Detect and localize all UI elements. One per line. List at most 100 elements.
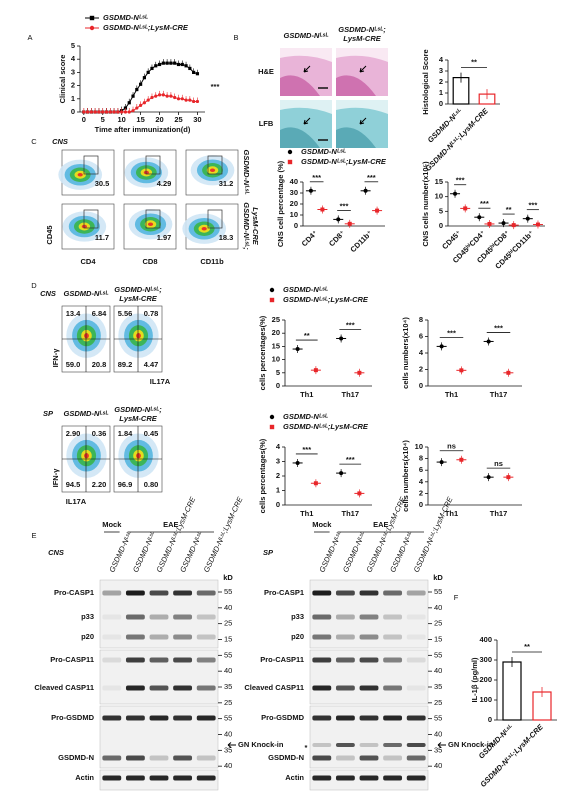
y-tick-label: 10 [435,192,443,201]
y-tick-label: 2 [419,488,423,497]
bar [502,661,522,721]
band [359,657,379,663]
data-point [192,70,196,74]
y-tick-label: 20 [290,199,298,208]
y-axis-title: cells percentages(%) [258,438,267,513]
band [335,743,355,747]
band [149,715,169,721]
significance: ns [447,442,456,451]
band [312,685,332,691]
marker-label: 40 [434,603,442,612]
band [383,775,403,781]
data-point [347,221,352,226]
legend-label: GSDMD-Nᴸˢᴸ;LysM-CRE [283,295,369,304]
tissue-dark [336,75,376,96]
band [102,590,122,596]
legend-label: GSDMD-Nᴸˢᴸ;LysM-CRE [301,157,387,166]
y-axis-title: cells numbers(x10⁴) [401,317,410,389]
significance: *** [494,323,503,332]
legend-label: GSDMD-Nᴸˢᴸ [103,13,149,22]
flow-density [147,222,154,227]
y-tick-label: 4 [419,348,424,357]
band [102,657,122,663]
x-axis-title: CD4 [80,257,96,266]
marker-label: 40 [434,666,442,675]
y-axis-title: CNS cells number(x10⁵) [421,161,430,247]
band [149,775,169,781]
data-point [116,110,120,114]
significance: *** [367,173,376,182]
legend-marker [269,287,275,293]
x-tick-label: Th17 [341,390,359,399]
row-label: GSDMD-N [268,753,304,762]
gate [207,155,223,175]
band [383,614,403,620]
band [335,590,355,596]
band [335,634,355,640]
flow-density [84,333,89,339]
band [196,715,216,721]
panel-letter: B [233,33,238,42]
legend-marker [269,424,275,430]
data-point [108,110,112,114]
data-point [195,99,200,104]
x-tick-label: Th17 [490,509,508,518]
row-label: Pro-GSDMD [261,713,305,722]
y-tick-label: 400 [479,635,492,644]
band [125,755,145,761]
data-point [131,94,135,98]
band [383,743,403,747]
quadrant-value: 0.45 [144,429,159,438]
data-point [101,110,105,114]
gate [207,209,223,229]
data-point [439,460,444,465]
y-tick-label: 10 [290,210,298,219]
marker-label: 40 [224,729,232,738]
band [149,634,169,640]
legend-label: GSDMD-Nᴸˢᴸ;LysM-CRE [283,422,369,431]
row-label: LysM-CRE [251,207,260,246]
data-point [184,98,188,102]
data-point [459,368,464,373]
data-point [375,208,380,213]
panel-letter: E [31,531,36,540]
y-tick-label: 25 [272,315,280,324]
y-tick-label: 2 [419,364,423,373]
data-point [146,98,150,102]
data-point [139,103,143,107]
gate-value: 18.3 [219,233,234,242]
band [383,634,403,640]
gate [145,209,161,229]
y-tick-label: 100 [479,695,492,704]
significance: ns [494,459,503,468]
significance: *** [456,176,465,185]
significance: *** [312,173,321,182]
panel-letter: D [31,281,37,290]
gate-value: 30.5 [95,179,110,188]
significance: *** [447,328,456,337]
band [312,743,332,747]
band [359,614,379,620]
arrow [359,65,367,73]
marker-label: 55 [434,714,442,723]
band [406,775,426,781]
y-tick-label: 30 [290,188,298,197]
band [312,657,332,663]
tissue-edge [336,100,388,114]
data-point [165,94,169,98]
band [312,755,332,761]
data-point [180,97,184,101]
y-tick-label: 4 [419,477,424,486]
band [125,590,145,596]
band [102,634,122,640]
band [149,590,169,596]
y-tick-label: 3 [439,66,443,75]
data-point [142,76,146,80]
data-point [339,336,344,341]
gate [145,155,161,175]
column-title: GSDMD-Nᴸˢᴸ [64,289,110,298]
marker-label: 40 [224,761,232,770]
quadrant-value: 94.5 [66,480,81,489]
quadrant-value: 20.8 [92,360,107,369]
quadrant-value: 0.80 [144,480,159,489]
